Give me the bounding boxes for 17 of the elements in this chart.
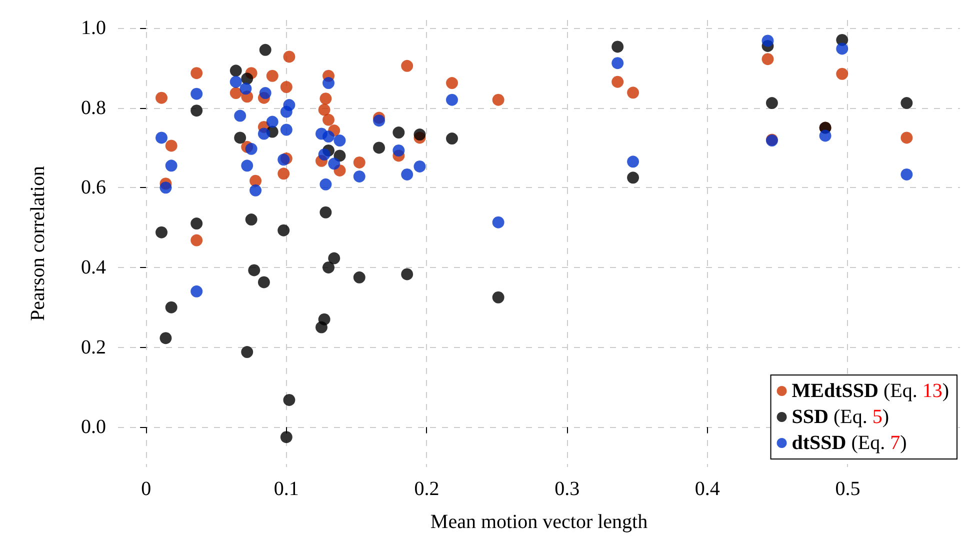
x-tick-label: 0.5 [835, 478, 860, 500]
x-tick-label: 0.4 [694, 478, 720, 500]
y-axis-title: Pearson correlation [27, 166, 49, 321]
x-tick-label: 0.2 [414, 478, 440, 500]
y-tick-label: 0.6 [81, 176, 106, 199]
y-tick-label: 0.0 [81, 416, 106, 438]
y-tick-label: 0.8 [81, 96, 106, 119]
y-tick-label: 0.4 [81, 256, 106, 278]
x-axis-title: Mean motion vector length [430, 511, 648, 533]
legend-label: MEdtSSD (Eq. 13) [792, 380, 950, 402]
legend-label: SSD (Eq. 5) [792, 406, 890, 428]
y-tick-label: 1.0 [81, 16, 106, 39]
x-tick-label: 0 [141, 478, 152, 500]
x-tick-label: 0.3 [554, 478, 580, 500]
x-tick-label: 0.1 [274, 478, 299, 500]
y-tick-label: 0.2 [81, 336, 106, 358]
legend-label: dtSSD (Eq. 7) [792, 432, 907, 454]
